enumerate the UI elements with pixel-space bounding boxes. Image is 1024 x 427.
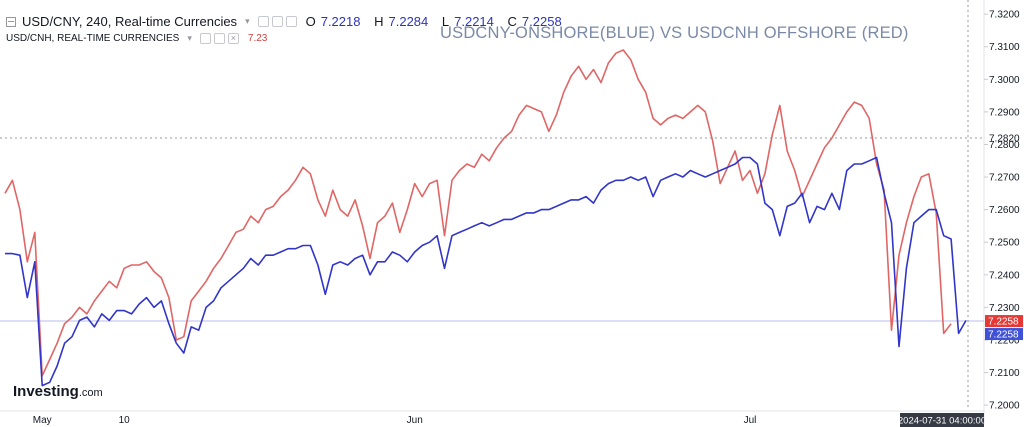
y-tick-label: 7.2200 xyxy=(989,335,1020,346)
series-line-usd-cny xyxy=(5,156,967,387)
comparison-settings-icon[interactable] xyxy=(213,33,225,44)
chart-series xyxy=(4,49,967,387)
price-tag-bg xyxy=(985,315,1023,328)
y-tick-label: 7.3100 xyxy=(989,42,1020,53)
open-key: O xyxy=(305,14,316,29)
crosshair-date-bg xyxy=(900,413,984,427)
series-line-usd-cnh xyxy=(4,49,952,377)
hide-series-icon[interactable] xyxy=(257,16,269,27)
logo-brand: Investing xyxy=(13,383,79,400)
x-tick-label: 10 xyxy=(119,415,131,426)
comparison-legend: USD/CNH, REAL-TIME CURRENCIES ▾ × 7.23 xyxy=(6,33,267,44)
comparison-value: 7.23 xyxy=(247,33,268,44)
more-options-icon[interactable] xyxy=(285,16,297,27)
x-tick-label: May xyxy=(33,415,52,426)
close-key: C xyxy=(507,14,517,29)
comparison-hide-icon[interactable] xyxy=(199,33,211,44)
price-tag-label: 7.2258 xyxy=(988,317,1019,328)
time-axis[interactable]: May 10 Jun Jul xyxy=(33,415,757,426)
open-value: 7.2218 xyxy=(320,14,361,29)
dashed-level-label: 7.2820 xyxy=(989,133,1020,144)
crosshair-date-label: 2024-07-31 04:00:00 xyxy=(898,416,986,427)
price-tag-bg xyxy=(985,328,1023,341)
main-legend: USD/CNY, 240, Real-time Currencies ▾ O 7.… xyxy=(6,14,572,29)
x-tick-label: Jun xyxy=(407,415,423,426)
y-tick-label: 7.2100 xyxy=(989,368,1020,379)
y-tick-label: 7.2000 xyxy=(989,401,1020,412)
y-tick-label: 7.2300 xyxy=(989,303,1020,314)
y-tick-label: 7.2900 xyxy=(989,107,1020,118)
investing-logo: Investing.com xyxy=(13,383,103,400)
comparison-remove-icon[interactable]: × xyxy=(227,33,239,44)
chart-annotation-title: USDCNY-ONSHORE(BLUE) VS USDCNH OFFSHORE … xyxy=(440,24,909,42)
y-tick-label: 7.3000 xyxy=(989,75,1020,86)
y-tick-label: 7.2800 xyxy=(989,140,1020,151)
y-tick-label: 7.2600 xyxy=(989,205,1020,216)
ohlc-values: O 7.2218 H 7.2284 L 7.2214 C 7.2258 xyxy=(306,14,572,29)
collapse-legend-icon[interactable] xyxy=(6,16,16,27)
price-tag-label: 7.2258 xyxy=(988,330,1019,341)
comparison-symbol-title[interactable]: USD/CNH, REAL-TIME CURRENCIES xyxy=(6,33,180,44)
main-dropdown-icon[interactable]: ▾ xyxy=(245,16,250,26)
chart-reference-lines xyxy=(0,0,985,424)
y-tick-label: 7.3200 xyxy=(989,10,1020,21)
low-key: L xyxy=(441,14,450,29)
high-key: H xyxy=(374,14,384,29)
price-tags: 7.2258 7.2258 2024-07-31 04:00:00 xyxy=(898,315,1023,427)
y-tick-label: 7.2500 xyxy=(989,238,1020,249)
logo-suffix: .com xyxy=(78,387,103,399)
close-value: 7.2258 xyxy=(521,14,562,29)
y-tick-label: 7.2700 xyxy=(989,173,1020,184)
settings-icon[interactable] xyxy=(271,16,283,27)
main-symbol-title[interactable]: USD/CNY, 240, Real-time Currencies xyxy=(22,14,238,29)
x-tick-label: Jul xyxy=(744,415,757,426)
comparison-dropdown-icon[interactable]: ▾ xyxy=(187,33,192,43)
low-value: 7.2214 xyxy=(454,14,494,29)
y-tick-label: 7.2400 xyxy=(989,270,1020,281)
price-axis[interactable]: 7.3200 7.3100 7.3000 7.2900 7.2800 7.2700 7.26… xyxy=(984,10,1020,412)
high-value: 7.2284 xyxy=(388,14,429,29)
